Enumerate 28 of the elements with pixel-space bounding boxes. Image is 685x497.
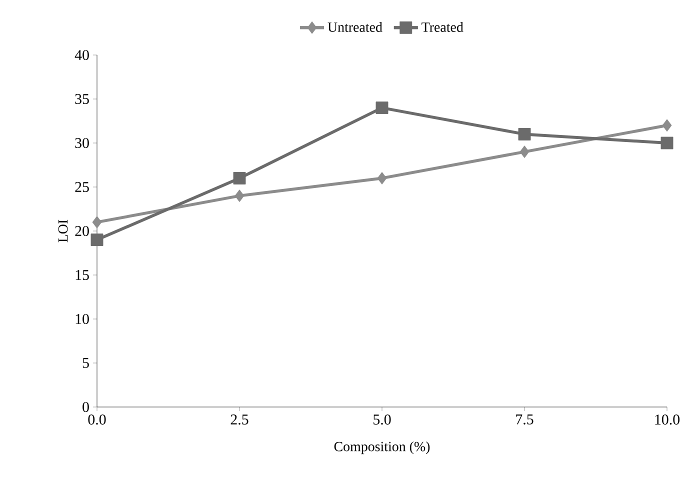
point bbox=[376, 102, 388, 114]
x-axis-title: Composition (%) bbox=[334, 441, 430, 454]
y-tick-label: 5 bbox=[82, 358, 89, 368]
y-tick-label: 40 bbox=[74, 50, 89, 60]
x-tick-label: 7.5 bbox=[516, 414, 534, 425]
point bbox=[518, 128, 531, 140]
point bbox=[90, 234, 104, 246]
point bbox=[92, 216, 102, 228]
point bbox=[520, 146, 530, 158]
y-tick-label: 30 bbox=[75, 138, 89, 148]
y-tick-label: 35 bbox=[75, 94, 89, 104]
x-tick-label: 2.5 bbox=[230, 414, 248, 425]
legend-label: Treated bbox=[422, 22, 464, 32]
y-tick-label: 20 bbox=[75, 226, 89, 236]
y-axis-title: LOI bbox=[58, 220, 68, 242]
y-tick-label: 0 bbox=[82, 402, 89, 412]
point bbox=[234, 190, 244, 202]
point bbox=[660, 136, 674, 150]
y-tick-label: 10 bbox=[76, 314, 89, 324]
point bbox=[662, 119, 672, 132]
x-tick-label: 0.0 bbox=[88, 414, 106, 425]
point bbox=[377, 172, 387, 184]
point bbox=[233, 172, 246, 184]
x-tick-label: 5.0 bbox=[374, 414, 391, 425]
y-tick-label: 25 bbox=[75, 182, 89, 192]
y-tick-label: 15 bbox=[76, 270, 89, 280]
legend-label: Untreated bbox=[328, 22, 382, 32]
x-tick-label: 10.0 bbox=[655, 414, 680, 425]
